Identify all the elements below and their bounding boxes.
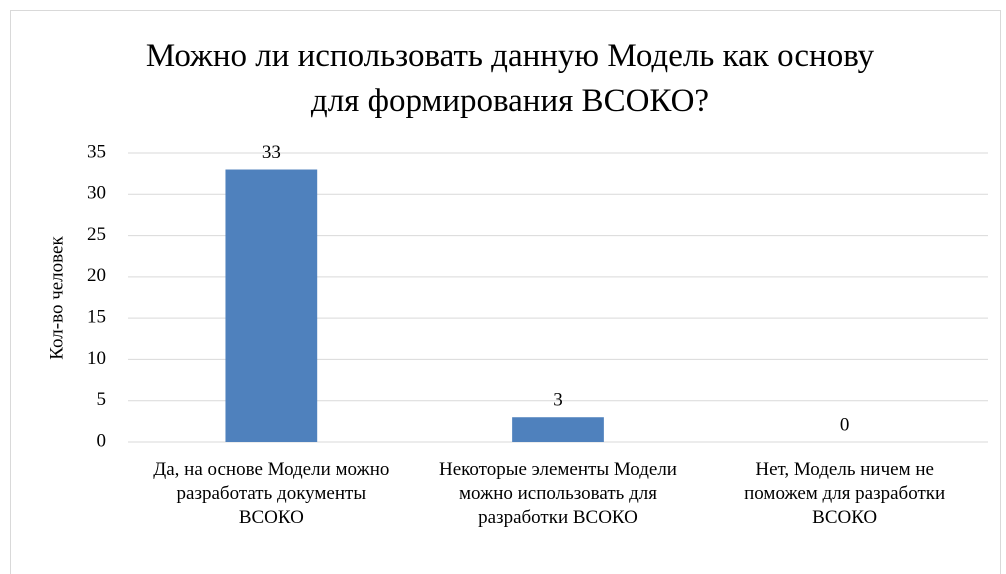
data-label: 33 xyxy=(262,142,281,163)
chart-border xyxy=(10,10,1001,574)
y-tick-label: 25 xyxy=(87,224,106,245)
chart-title: Можно ли использовать данную Модель как … xyxy=(145,38,875,119)
y-tick-label: 35 xyxy=(87,141,106,162)
x-tick-label: Да, на основе Модели можно разработать д… xyxy=(153,459,390,528)
y-tick-label: 20 xyxy=(87,265,106,286)
data-label: 3 xyxy=(553,390,563,411)
bar xyxy=(225,169,318,442)
y-tick-label: 5 xyxy=(97,389,107,410)
y-tick-label: 15 xyxy=(87,307,106,328)
y-axis-label: Кол-во человек xyxy=(46,236,67,360)
x-tick-label: Некоторые элементы Модели можно использо… xyxy=(439,459,677,528)
y-tick-label: 0 xyxy=(97,430,107,451)
y-tick-label: 30 xyxy=(87,183,106,204)
data-label: 0 xyxy=(840,414,850,435)
x-tick-label: Нет, Модель ничем не поможем для разрабо… xyxy=(744,459,946,528)
bar xyxy=(512,417,604,442)
y-tick-label: 10 xyxy=(87,348,106,369)
